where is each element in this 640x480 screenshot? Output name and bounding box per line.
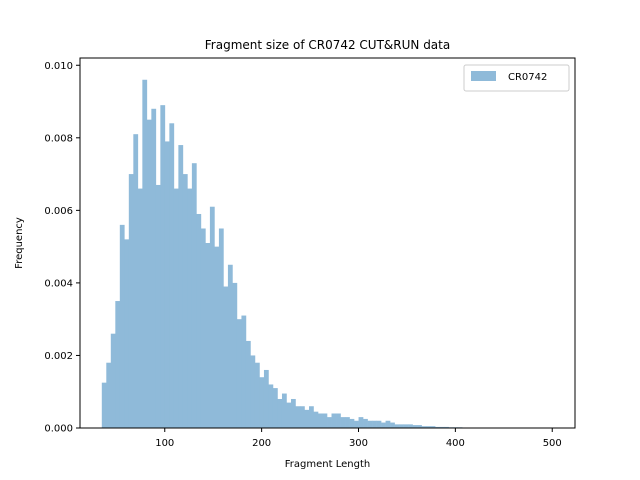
histogram-bar [327,417,332,428]
histogram-bar [272,388,278,428]
histogram-bar [408,424,413,428]
legend-label: CR0742 [508,72,547,83]
histogram-bar [281,393,287,428]
histogram-bar [200,228,206,428]
histogram-bar [358,417,364,428]
histogram-bar [394,424,400,428]
chart-title: Fragment size of CR0742 CUT&RUN data [205,38,450,52]
histogram-bar [155,184,161,428]
x-tick-label: 300 [349,438,368,449]
histogram-bars [101,79,553,429]
histogram-bar [390,422,395,428]
histogram-bar [101,382,107,428]
y-tick-label: 0.002 [44,351,73,362]
histogram-bar [232,282,238,428]
x-tick-label: 100 [155,438,174,449]
histogram-bar [318,413,323,428]
x-axis-ticks: 100 200 300 400 500 [155,428,562,449]
histogram-bar [187,188,193,428]
histogram-bar [421,426,427,428]
histogram-bar [259,377,265,428]
histogram-bar [263,369,269,428]
histogram-bar [254,362,260,428]
histogram-bar [430,426,436,428]
histogram-bar [363,418,368,428]
histogram-bar [313,411,319,428]
histogram-bar [372,420,377,428]
x-tick-label: 400 [446,438,465,449]
histogram-bar [349,418,355,428]
histogram-bar [444,426,449,428]
histogram-bar [106,362,112,428]
histogram-bar [268,384,274,428]
histogram-bar [223,286,229,428]
x-tick-label: 200 [252,438,271,449]
histogram-bar [128,174,134,428]
histogram-bar [435,426,440,428]
histogram-bar [376,420,382,428]
histogram-bar [146,119,152,429]
histogram-bar [336,413,341,428]
legend-swatch [471,71,496,81]
histogram-bar [209,206,215,428]
histogram-bar [133,134,139,428]
histogram-bar [137,188,143,428]
histogram-bar [426,426,431,428]
histogram-bar [227,264,233,428]
histogram-bar [439,426,445,428]
histogram-bar [124,239,130,428]
histogram-bar [119,224,125,428]
y-tick-label: 0.006 [44,206,73,217]
histogram-bar [151,108,157,428]
y-tick-label: 0.000 [44,424,73,435]
x-axis-label: Fragment Length [285,459,370,470]
histogram-bar [340,417,346,428]
histogram-bar [399,424,404,428]
histogram-bar [385,420,391,428]
histogram-bar [178,145,184,428]
histogram-bar [381,422,386,428]
histogram-bar [236,319,242,428]
plot-frame [79,57,576,429]
histogram-bar [241,315,247,428]
histogram-bar [191,163,197,428]
histogram-bar [277,398,283,428]
histogram-bar [309,406,314,428]
histogram-bar [218,228,224,428]
histogram-bar [214,246,220,428]
legend: CR0742 [463,64,570,92]
histogram-bar [160,105,166,428]
y-axis-label: Frequency [14,217,25,269]
histogram-bar [304,409,310,428]
histogram-bar [182,174,188,428]
histogram-bar [110,333,116,428]
histogram-bar [205,243,211,428]
histogram-bar [417,425,422,428]
histogram-bar [164,141,170,428]
histogram-bar [115,301,121,428]
y-tick-label: 0.004 [44,278,73,289]
histogram-bar [196,213,202,428]
histogram-bar [142,79,148,428]
histogram-bar [286,402,292,428]
x-tick-label: 500 [543,438,562,449]
histogram-bar [367,420,373,428]
histogram-bar [245,340,251,428]
y-tick-label: 0.010 [44,61,73,72]
histogram-bar [290,398,296,428]
histogram-bar [403,424,409,428]
histogram-bar [173,188,179,428]
y-axis-ticks: 0.000 0.002 0.004 0.006 0.008 0.010 [44,61,80,435]
histogram-bar [412,425,418,428]
histogram-bar [322,413,328,428]
histogram-bar [169,123,175,428]
histogram-bar [345,417,350,428]
y-tick-label: 0.008 [44,133,73,144]
histogram-bar [250,355,256,428]
histogram-bar [331,413,337,428]
histogram-bar [299,406,305,428]
histogram-bar [354,420,359,428]
histogram-bar [295,406,301,428]
